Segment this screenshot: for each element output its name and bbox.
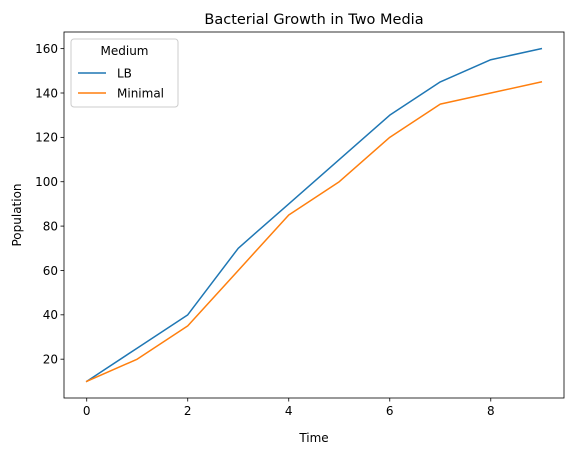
x-tick-label: 6 (386, 404, 394, 418)
y-tick-label: 40 (43, 308, 58, 322)
chart-title: Bacterial Growth in Two Media (204, 12, 423, 28)
series-line-minimal (85, 81, 543, 383)
x-tick-label: 2 (184, 404, 192, 418)
y-tick-label: 20 (43, 352, 58, 366)
plot-frame (63, 31, 565, 399)
series-lines (85, 47, 543, 383)
series-line-lb (85, 47, 543, 383)
x-tick-label: 8 (487, 404, 495, 418)
x-tick-label: 0 (83, 404, 91, 418)
y-tick-label: 80 (43, 219, 58, 233)
legend: Medium LB Minimal (70, 38, 179, 108)
legend-label-lb: LB (117, 66, 132, 80)
x-axis-ticks: 0 2 4 6 8 (83, 398, 495, 418)
legend-label-minimal: Minimal (117, 86, 164, 100)
y-tick-label: 120 (35, 131, 58, 145)
y-tick-label: 160 (35, 42, 58, 56)
legend-title: Medium (101, 44, 149, 58)
x-axis-label: Time (298, 431, 328, 445)
x-tick-label: 4 (285, 404, 293, 418)
y-tick-label: 100 (35, 175, 58, 189)
y-axis-ticks: 20 40 60 80 100 120 140 160 (35, 42, 64, 366)
legend-box (70, 38, 179, 108)
y-tick-label: 60 (43, 264, 58, 278)
y-axis-label: Population (10, 183, 24, 246)
y-tick-label: 140 (35, 86, 58, 100)
